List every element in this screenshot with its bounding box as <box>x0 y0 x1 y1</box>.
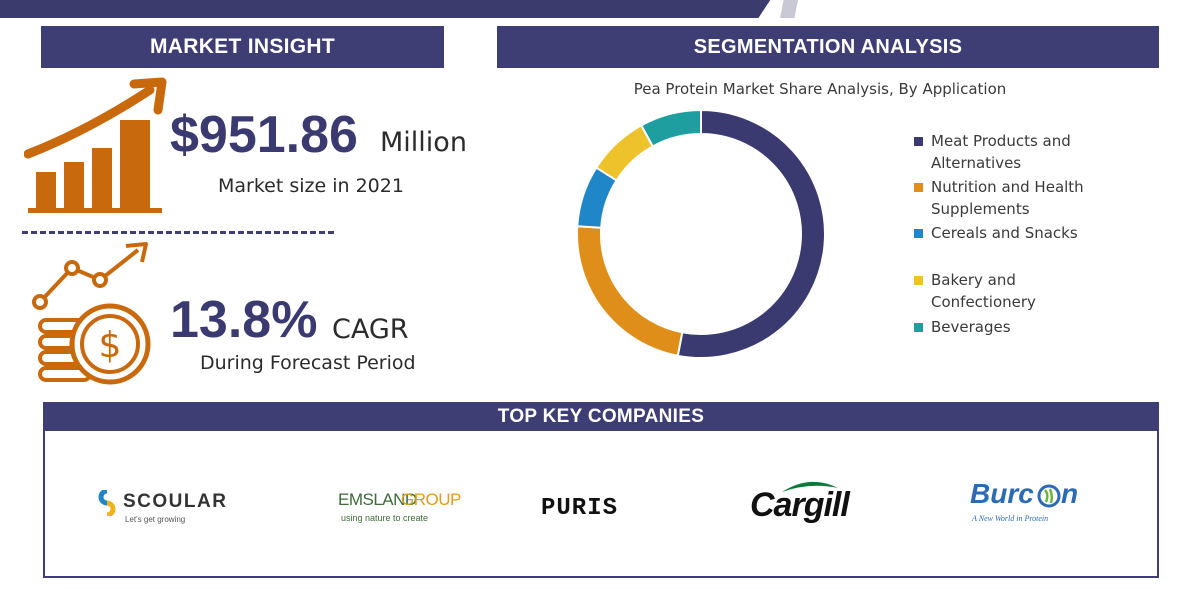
legend-label: Bakery and Confectionery <box>931 271 1036 311</box>
market-size-caption: Market size in 2021 <box>218 175 404 197</box>
puris-name: PURIS <box>541 495 619 522</box>
donut-slice-4 <box>594 123 655 182</box>
legend-swatch <box>914 137 923 146</box>
legend-label: Meat Products and Alternatives <box>931 132 1071 172</box>
burcon-globe-icon <box>1037 484 1061 508</box>
donut-chart <box>576 108 826 359</box>
segmentation-header: SEGMENTATION ANALYSIS <box>497 26 1159 68</box>
growth-chart-icon <box>24 77 167 213</box>
scoular-name: SCOULAR <box>123 491 228 512</box>
burcon-tagline: A New World in Protein <box>972 514 1049 523</box>
burcon-name-a: Burc <box>970 478 1034 509</box>
legend-swatch <box>914 323 923 332</box>
cagr-unit: CAGR <box>332 314 409 345</box>
companies-header: TOP KEY COMPANIES <box>45 403 1157 431</box>
section-divider <box>22 231 334 234</box>
chart-title: Pea Protein Market Share Analysis, By Ap… <box>633 80 1007 98</box>
market-insight-header: MARKET INSIGHT <box>41 26 444 68</box>
legend-swatch <box>914 183 923 192</box>
cargill-logo: Cargill <box>750 478 860 530</box>
banner-edge-decoration <box>780 0 804 18</box>
legend-label: Cereals and Snacks <box>931 224 1078 242</box>
donut-slice-1 <box>676 108 826 359</box>
donut-slice-5 <box>639 108 702 148</box>
emsland-name-a: EMSLAND <box>338 490 417 509</box>
scoular-mark-icon <box>98 490 116 516</box>
svg-text:$: $ <box>99 325 122 366</box>
coins-growth-icon: $ <box>32 242 151 385</box>
cagr-caption: During Forecast Period <box>200 352 416 374</box>
emsland-group-logo: EMSLAND GROUP using nature to create <box>338 488 468 528</box>
scoular-logo: SCOULAR Let's get growing <box>96 490 236 530</box>
emsland-tagline: using nature to create <box>341 513 429 523</box>
scoular-tagline: Let's get growing <box>125 515 186 524</box>
cagr-value: 13.8% <box>170 291 318 349</box>
burcon-name-b: n <box>1061 478 1079 509</box>
report-title-banner <box>0 0 790 18</box>
burcon-logo: Burc n A New World in Protein <box>970 478 1090 528</box>
legend-label: Beverages <box>931 318 1011 336</box>
legend-swatch <box>914 276 923 285</box>
cargill-leaf-icon <box>782 481 838 492</box>
puris-logo: PURIS <box>541 495 641 525</box>
emsland-name-b: GROUP <box>401 490 461 509</box>
legend-label: Nutrition and Health Supplements <box>931 178 1084 218</box>
cargill-name: Cargill <box>750 486 850 524</box>
market-size-unit: Million <box>380 127 467 158</box>
donut-slice-2 <box>576 225 684 357</box>
legend-swatch <box>914 229 923 238</box>
market-size-value: $951.86 <box>170 106 358 164</box>
